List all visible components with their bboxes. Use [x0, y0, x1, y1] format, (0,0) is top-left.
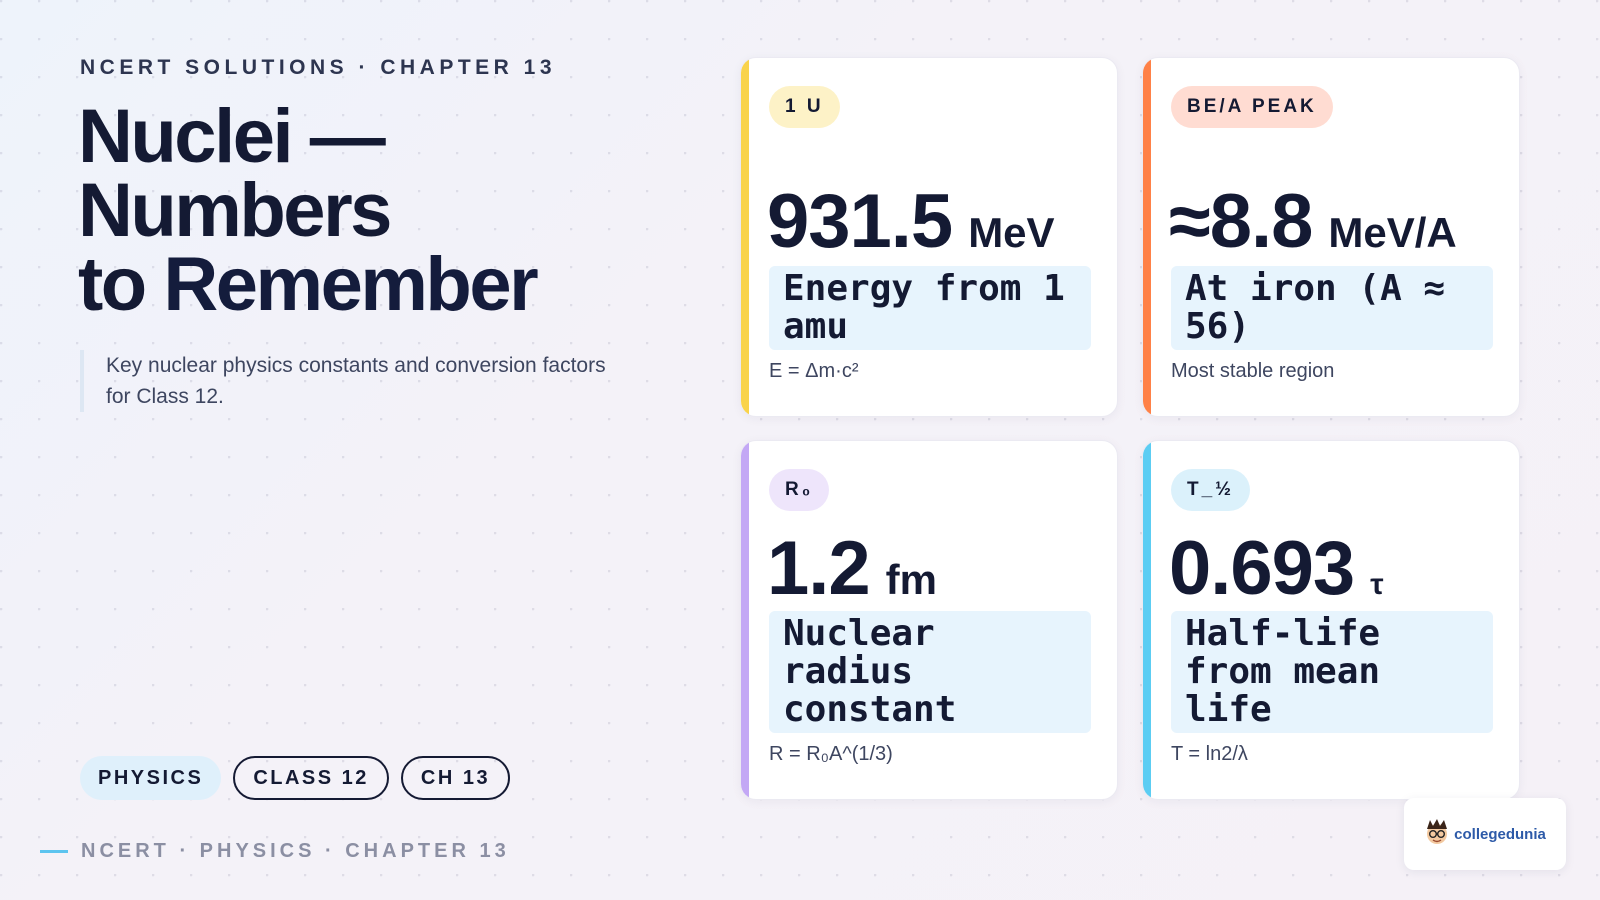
card-atomic-mass-unit: 1 U 931.5 MeV Energy from 1 amu E = Δm·c…: [740, 57, 1118, 417]
card-value: 931.5: [767, 179, 953, 264]
title-line-1: Nuclei —: [78, 94, 386, 179]
page-kicker: NCERT SOLUTIONS · CHAPTER 13: [80, 56, 557, 79]
card-value: 0.693: [1169, 526, 1355, 611]
title-line-3a: to: [78, 242, 147, 327]
mascot-icon: [1424, 817, 1450, 852]
card-nuclear-radius: R₀ 1.2 fm Nuclear radius constant R = R₀…: [740, 440, 1118, 800]
card-description: Half-life from mean life: [1171, 611, 1493, 733]
card-accent-stripe: [741, 441, 749, 799]
tag-physics: PHYSICS: [80, 756, 222, 800]
card-value-row: ≈8.8 MeV/A: [1169, 184, 1457, 260]
card-description: At iron (A ≈ 56): [1171, 266, 1493, 350]
card-badge: R₀: [769, 469, 830, 511]
card-accent-stripe: [741, 58, 749, 416]
card-badge: 1 U: [769, 86, 840, 128]
card-formula: T = ln2/λ: [1171, 743, 1248, 765]
card-accent-stripe: [1143, 58, 1151, 416]
card-unit: MeV/A: [1328, 209, 1457, 256]
tag-class-12: CLASS 12: [233, 756, 389, 800]
card-binding-energy-peak: BE/A PEAK ≈8.8 MeV/A At iron (A ≈ 56) Mo…: [1142, 57, 1520, 417]
logo-text: collegedunia: [1454, 825, 1546, 843]
card-formula: Most stable region: [1171, 360, 1335, 382]
card-unit: τ: [1370, 568, 1384, 601]
title-line-3b: Remember: [163, 242, 538, 327]
page-title: Nuclei — Numbers to Remember: [78, 99, 539, 323]
title-line-2: Numbers: [78, 168, 392, 253]
card-value: 1.2: [767, 526, 871, 611]
card-value-row: 1.2 fm: [767, 531, 937, 607]
collegedunia-logo[interactable]: collegedunia: [1404, 798, 1566, 870]
card-description: Energy from 1 amu: [769, 266, 1091, 350]
card-value: ≈8.8: [1169, 179, 1313, 264]
card-description: Nuclear radius constant: [769, 611, 1091, 733]
tag-ch-13: CH 13: [400, 756, 511, 800]
card-unit: fm: [885, 556, 937, 603]
card-formula: E = Δm·c²: [769, 360, 859, 382]
page-subtitle: Key nuclear physics constants and conver…: [80, 350, 626, 412]
tag-list: PHYSICS CLASS 12 CH 13: [80, 756, 511, 800]
card-value-row: 0.693 τ: [1169, 531, 1384, 607]
card-unit: MeV: [968, 209, 1055, 256]
footer-text: NCERT · PHYSICS · CHAPTER 13: [81, 840, 510, 862]
footer-accent-line: [40, 850, 68, 853]
footer: NCERT · PHYSICS · CHAPTER 13: [40, 840, 510, 863]
card-badge: T_½: [1171, 469, 1251, 511]
card-badge: BE/A PEAK: [1171, 86, 1333, 128]
card-accent-stripe: [1143, 441, 1151, 799]
card-value-row: 931.5 MeV: [767, 184, 1055, 260]
card-formula: R = R₀A^(1/3): [769, 743, 893, 765]
card-half-life: T_½ 0.693 τ Half-life from mean life T =…: [1142, 440, 1520, 800]
